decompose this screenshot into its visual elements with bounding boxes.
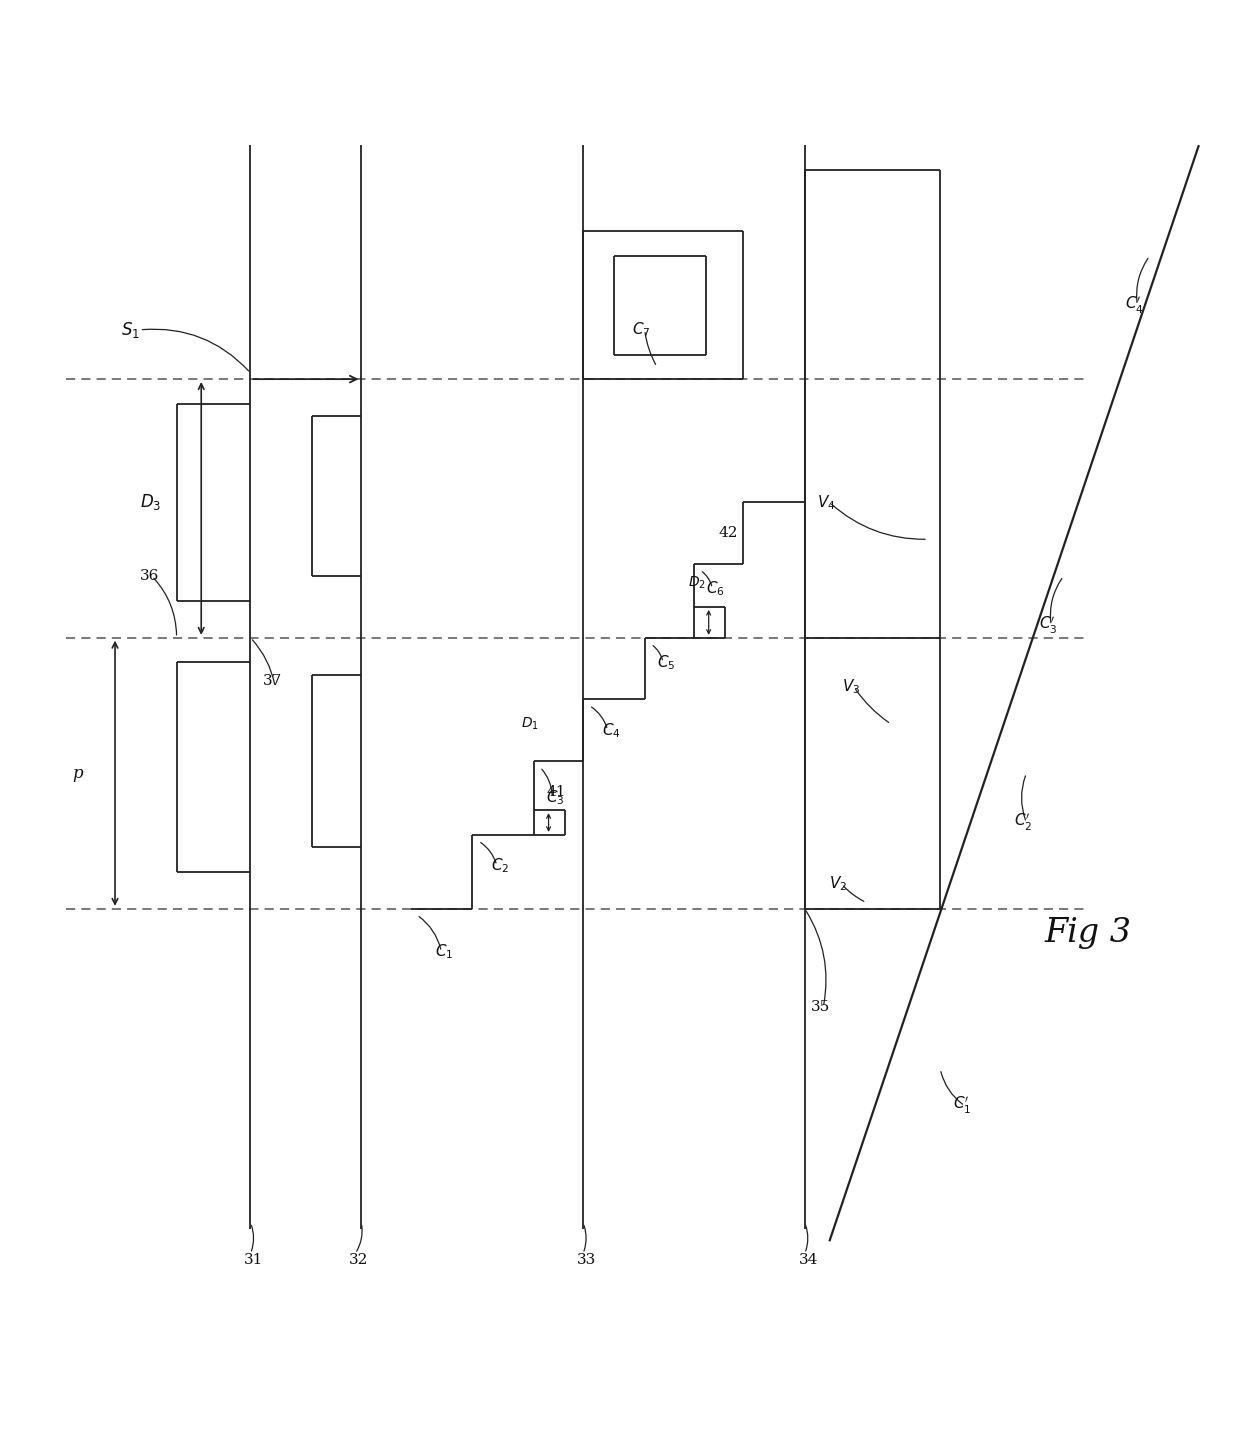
Text: $C_2$: $C_2$ xyxy=(491,856,508,875)
Text: $C_1'$: $C_1'$ xyxy=(952,1095,971,1116)
Text: $V_2$: $V_2$ xyxy=(830,875,847,893)
Text: $C_3$: $C_3$ xyxy=(546,789,564,807)
Text: $C_4$: $C_4$ xyxy=(601,721,620,740)
Text: 36: 36 xyxy=(140,569,159,584)
Text: $D_1$: $D_1$ xyxy=(522,715,539,733)
Text: $C_7$: $C_7$ xyxy=(632,320,651,339)
Text: 31: 31 xyxy=(244,1253,264,1267)
Text: $V_4$: $V_4$ xyxy=(817,492,836,511)
Text: $D_3$: $D_3$ xyxy=(140,492,161,513)
Text: p: p xyxy=(72,765,83,782)
Text: 34: 34 xyxy=(799,1253,818,1267)
Text: 32: 32 xyxy=(348,1253,368,1267)
Text: $S_1$: $S_1$ xyxy=(122,320,140,340)
Text: $D_2$: $D_2$ xyxy=(688,575,706,591)
Text: $C_4'$: $C_4'$ xyxy=(1125,295,1143,316)
Text: $C_1$: $C_1$ xyxy=(435,943,454,961)
Text: 35: 35 xyxy=(811,1001,830,1014)
Text: $C_5$: $C_5$ xyxy=(657,653,676,672)
Text: $C_6$: $C_6$ xyxy=(707,579,725,598)
Text: Fig 3: Fig 3 xyxy=(1044,918,1132,950)
Text: 33: 33 xyxy=(577,1253,596,1267)
Text: $V_3$: $V_3$ xyxy=(842,678,861,696)
Text: 37: 37 xyxy=(263,673,281,688)
Text: 42: 42 xyxy=(718,526,738,540)
Text: 41: 41 xyxy=(546,785,565,799)
Text: $C_3'$: $C_3'$ xyxy=(1039,615,1058,636)
Text: $C_2'$: $C_2'$ xyxy=(1014,812,1033,833)
